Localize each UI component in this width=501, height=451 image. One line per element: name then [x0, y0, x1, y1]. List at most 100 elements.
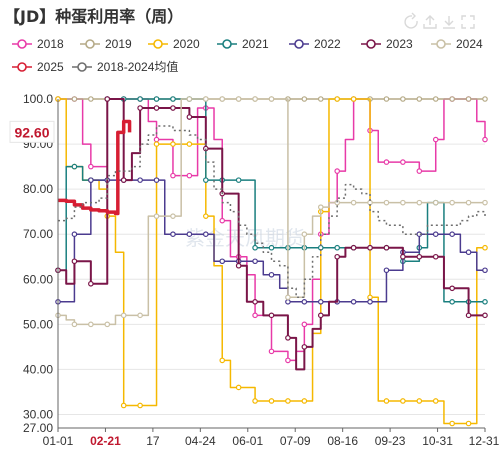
data-point: [137, 312, 143, 319]
data-point: [252, 244, 258, 251]
data-point: [350, 96, 357, 102]
data-point: [186, 114, 193, 120]
data-point: [252, 299, 258, 305]
data-point: [383, 199, 390, 206]
data-point: [268, 244, 275, 251]
grid: [58, 98, 485, 429]
data-point: [432, 231, 439, 238]
data-point: [449, 199, 455, 206]
legend-swatch-marker: [17, 39, 27, 49]
data-point: [170, 213, 176, 219]
data-point: [416, 96, 423, 102]
legend-item-2018[interactable]: 2018: [12, 37, 64, 51]
data-point: [170, 96, 176, 102]
download-icon[interactable]: [443, 16, 455, 29]
data-point: [252, 258, 258, 265]
data-point: [317, 312, 324, 319]
data-point: [383, 398, 390, 404]
data-point: [416, 199, 423, 206]
data-point: [383, 267, 390, 274]
y-tick-label: 27.00: [23, 421, 53, 435]
data-point: [219, 96, 226, 102]
x-tick-label: 01-01: [43, 434, 74, 448]
data-point: [400, 398, 406, 404]
legend-item-2021[interactable]: 2021: [217, 37, 269, 51]
series-2018-2024: [58, 125, 486, 299]
legend-item-2024[interactable]: 2024: [431, 37, 483, 51]
data-point: [383, 96, 390, 102]
data-point: [416, 168, 423, 174]
data-point: [268, 398, 275, 404]
data-point: [104, 321, 111, 328]
data-point: [285, 299, 291, 305]
data-point: [137, 177, 143, 183]
data-point: [153, 141, 160, 147]
data-point: [137, 402, 143, 409]
data-point: [170, 105, 176, 111]
data-point: [465, 199, 472, 206]
x-tick-label: 02-21: [90, 434, 121, 448]
legend-swatch-marker: [366, 39, 376, 49]
export-icon[interactable]: [423, 15, 437, 29]
legend-label: 2021: [242, 37, 269, 51]
legend-label: 2020: [173, 37, 200, 51]
legend-item-2018-2024[interactable]: 2018-2024均值: [72, 59, 178, 74]
y-tick-label: 60.00: [23, 272, 53, 286]
data-point: [252, 96, 258, 102]
data-point: [449, 96, 455, 102]
data-point: [482, 244, 488, 251]
legend-swatch-marker: [17, 62, 27, 72]
data-point: [252, 398, 258, 404]
value-callout: 92.60: [9, 120, 55, 143]
data-point: [482, 267, 488, 274]
legend-swatch-marker: [153, 39, 163, 49]
data-point: [350, 199, 357, 206]
data-point: [268, 348, 275, 355]
data-point: [449, 299, 455, 305]
data-point: [88, 96, 94, 102]
data-point: [317, 96, 324, 102]
data-point: [268, 312, 275, 319]
x-tick-label: 10-31: [422, 434, 453, 448]
legend-item-2022[interactable]: 2022: [289, 37, 341, 51]
fullscreen-icon[interactable]: [461, 15, 475, 29]
data-point: [219, 357, 226, 364]
data-point: [219, 258, 226, 265]
series-2025: [58, 119, 132, 216]
data-point: [71, 231, 78, 238]
y-tick-label: 100.0: [23, 92, 53, 106]
legend-item-2025[interactable]: 2025: [12, 60, 64, 74]
data-point: [120, 402, 127, 409]
data-point: [252, 312, 258, 319]
data-point: [71, 321, 78, 328]
x-tick-label: 04-24: [185, 434, 216, 448]
data-point: [203, 177, 209, 183]
refresh-icon[interactable]: [404, 12, 418, 29]
legend-label: 2022: [314, 37, 341, 51]
legend-item-2020[interactable]: 2020: [148, 37, 200, 51]
legend-item-2023[interactable]: 2023: [361, 37, 413, 51]
data-point: [482, 312, 488, 319]
data-point: [383, 244, 390, 251]
data-point: [482, 136, 488, 143]
legend: 2018 2019 2020 2021 2022 2023 2024 2025 2018-202…: [12, 37, 483, 74]
data-point: [334, 244, 340, 251]
data-point: [88, 177, 94, 183]
data-point: [301, 299, 308, 305]
data-point: [301, 231, 308, 238]
data-point: [88, 280, 94, 287]
legend-label: 2024: [456, 37, 483, 51]
series-line: [58, 98, 485, 425]
data-point: [153, 177, 160, 183]
legend-swatch-marker: [85, 39, 95, 49]
data-point: [153, 136, 160, 143]
data-point: [285, 294, 291, 301]
y-tick-label: 50.00: [23, 317, 53, 331]
data-point: [153, 213, 160, 219]
data-point: [449, 420, 455, 427]
x-tick-label: 08-16: [327, 434, 358, 448]
data-point: [367, 299, 373, 305]
legend-item-2019[interactable]: 2019: [80, 37, 132, 51]
data-point: [317, 204, 324, 210]
data-point: [350, 244, 357, 251]
